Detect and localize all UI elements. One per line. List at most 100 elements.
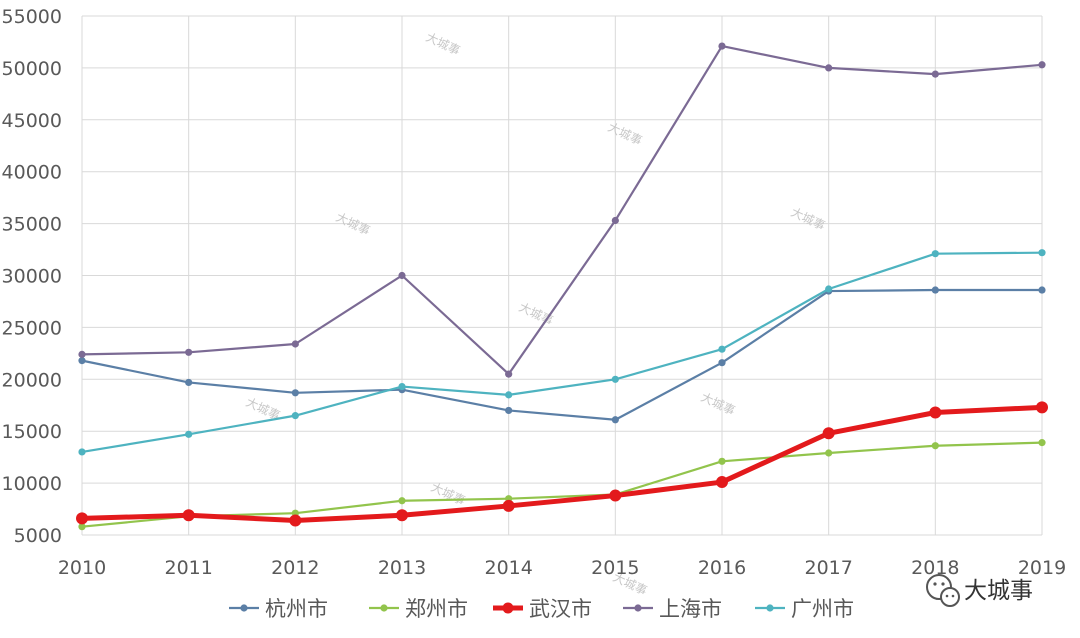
legend-label-2: 武汉市 <box>529 597 592 621</box>
series-line-1 <box>81 441 1043 528</box>
watermark-3: 大城事 <box>334 210 373 238</box>
data-point-0-5 <box>611 416 619 424</box>
x-tick-label-1: 2011 <box>164 557 212 579</box>
y-tick-label-1: 10000 <box>2 473 62 495</box>
legend-item-2: 武汉市 <box>493 597 592 621</box>
data-point-1-0 <box>78 523 86 531</box>
watermark-0: 大城事 <box>424 30 463 58</box>
data-point-1-6 <box>718 457 726 465</box>
data-point-3-0 <box>78 350 86 358</box>
series-line-4 <box>81 251 1043 454</box>
data-point-3-9 <box>1038 61 1046 69</box>
data-point-3-4 <box>505 370 513 378</box>
data-point-1-3 <box>398 497 406 505</box>
series-2 <box>76 401 1048 527</box>
data-point-2-2 <box>289 514 302 527</box>
brand-name: 大城事 <box>964 578 1033 604</box>
data-point-0-9 <box>1038 286 1046 294</box>
x-tick-label-0: 2010 <box>58 557 106 579</box>
data-point-2-6 <box>716 476 728 489</box>
series-line-0 <box>81 288 1042 421</box>
data-point-3-6 <box>718 42 726 50</box>
data-point-3-7 <box>825 64 833 72</box>
x-tick-label-5: 2015 <box>591 557 639 579</box>
watermark-1: 大城事 <box>606 120 645 148</box>
data-point-4-6 <box>718 345 726 353</box>
grid <box>81 15 1043 536</box>
y-tick-label-9: 50000 <box>2 58 62 80</box>
data-point-0-1 <box>185 378 193 387</box>
data-point-3-1 <box>185 348 193 356</box>
y-tick-label-3: 20000 <box>2 369 62 391</box>
data-point-4-8 <box>931 250 939 258</box>
data-point-2-1 <box>182 509 195 522</box>
legend-label-0: 杭州市 <box>265 597 328 621</box>
x-tick-label-7: 2017 <box>804 557 852 579</box>
data-point-2-5 <box>609 489 622 502</box>
data-point-4-4 <box>505 391 513 399</box>
y-tick-label-0: 5000 <box>14 525 62 547</box>
legend-swatch-dot-4 <box>766 604 774 612</box>
legend-item-4: 广州市 <box>755 597 854 621</box>
data-point-0-6 <box>718 359 726 367</box>
brand: 大城事 <box>926 574 1033 607</box>
x-axis-ticks: 2010 2011 2012 2013 2014 2015 2016 2017 2018 2019 <box>58 557 1066 579</box>
data-point-4-7 <box>825 285 833 293</box>
data-point-2-8 <box>929 406 942 419</box>
data-point-2-9 <box>1036 401 1048 414</box>
legend-item-0: 杭州市 <box>229 597 328 621</box>
series-line-2 <box>81 404 1043 523</box>
data-point-0-8 <box>931 286 939 294</box>
x-tick-label-3: 2013 <box>378 557 426 579</box>
legend-item-3: 上海市 <box>623 597 722 621</box>
series-lines <box>76 42 1048 531</box>
x-tick-label-2: 2012 <box>271 557 319 579</box>
legend-swatch-dot-1 <box>380 604 388 612</box>
data-point-3-8 <box>931 70 939 78</box>
data-point-0-2 <box>291 389 299 397</box>
data-point-2-3 <box>396 509 408 522</box>
data-point-2-4 <box>502 499 515 512</box>
watermark-7: 大城事 <box>429 480 468 508</box>
data-point-1-8 <box>931 442 939 450</box>
data-point-3-3 <box>398 271 406 280</box>
y-tick-label-2: 15000 <box>2 421 62 443</box>
x-tick-label-6: 2016 <box>698 557 746 579</box>
watermark-2: 大城事 <box>789 205 828 233</box>
y-tick-label-4: 25000 <box>2 317 62 339</box>
y-tick-label-8: 45000 <box>2 110 62 132</box>
legend-label-4: 广州市 <box>791 597 854 621</box>
x-tick-label-9: 2019 <box>1018 557 1066 579</box>
y-tick-label-5: 30000 <box>2 266 62 288</box>
series-line-3 <box>81 45 1043 376</box>
data-point-3-5 <box>611 216 619 225</box>
data-point-4-1 <box>185 430 193 438</box>
legend-label-1: 郑州市 <box>405 597 468 621</box>
y-tick-label-6: 35000 <box>2 214 62 236</box>
legend-swatch-dot-0 <box>240 604 248 612</box>
series-3 <box>78 42 1046 378</box>
wechat-icon <box>926 574 960 607</box>
legend-swatch-dot-2 <box>502 602 514 614</box>
data-point-4-9 <box>1038 249 1046 257</box>
series-4 <box>78 249 1046 456</box>
x-tick-label-4: 2014 <box>484 557 532 579</box>
y-axis-ticks: 5000 10000 15000 20000 25000 30000 35000 40000 4… <box>2 6 62 547</box>
data-point-4-5 <box>611 375 619 383</box>
data-point-0-4 <box>505 406 513 415</box>
series-0 <box>78 286 1046 424</box>
data-point-4-0 <box>78 448 86 456</box>
legend-label-3: 上海市 <box>659 597 722 621</box>
legend-swatch-dot-3 <box>634 604 642 612</box>
y-tick-label-10: 55000 <box>2 6 62 28</box>
data-point-1-9 <box>1038 439 1046 447</box>
data-point-4-3 <box>398 382 406 391</box>
y-tick-label-7: 40000 <box>2 162 62 184</box>
legend: 杭州市 郑州市 武汉市 上海市 广州市 <box>229 597 854 621</box>
legend-item-1: 郑州市 <box>369 597 468 621</box>
watermark-6: 大城事 <box>699 390 738 418</box>
data-point-1-7 <box>825 449 833 457</box>
data-point-2-0 <box>76 512 88 525</box>
